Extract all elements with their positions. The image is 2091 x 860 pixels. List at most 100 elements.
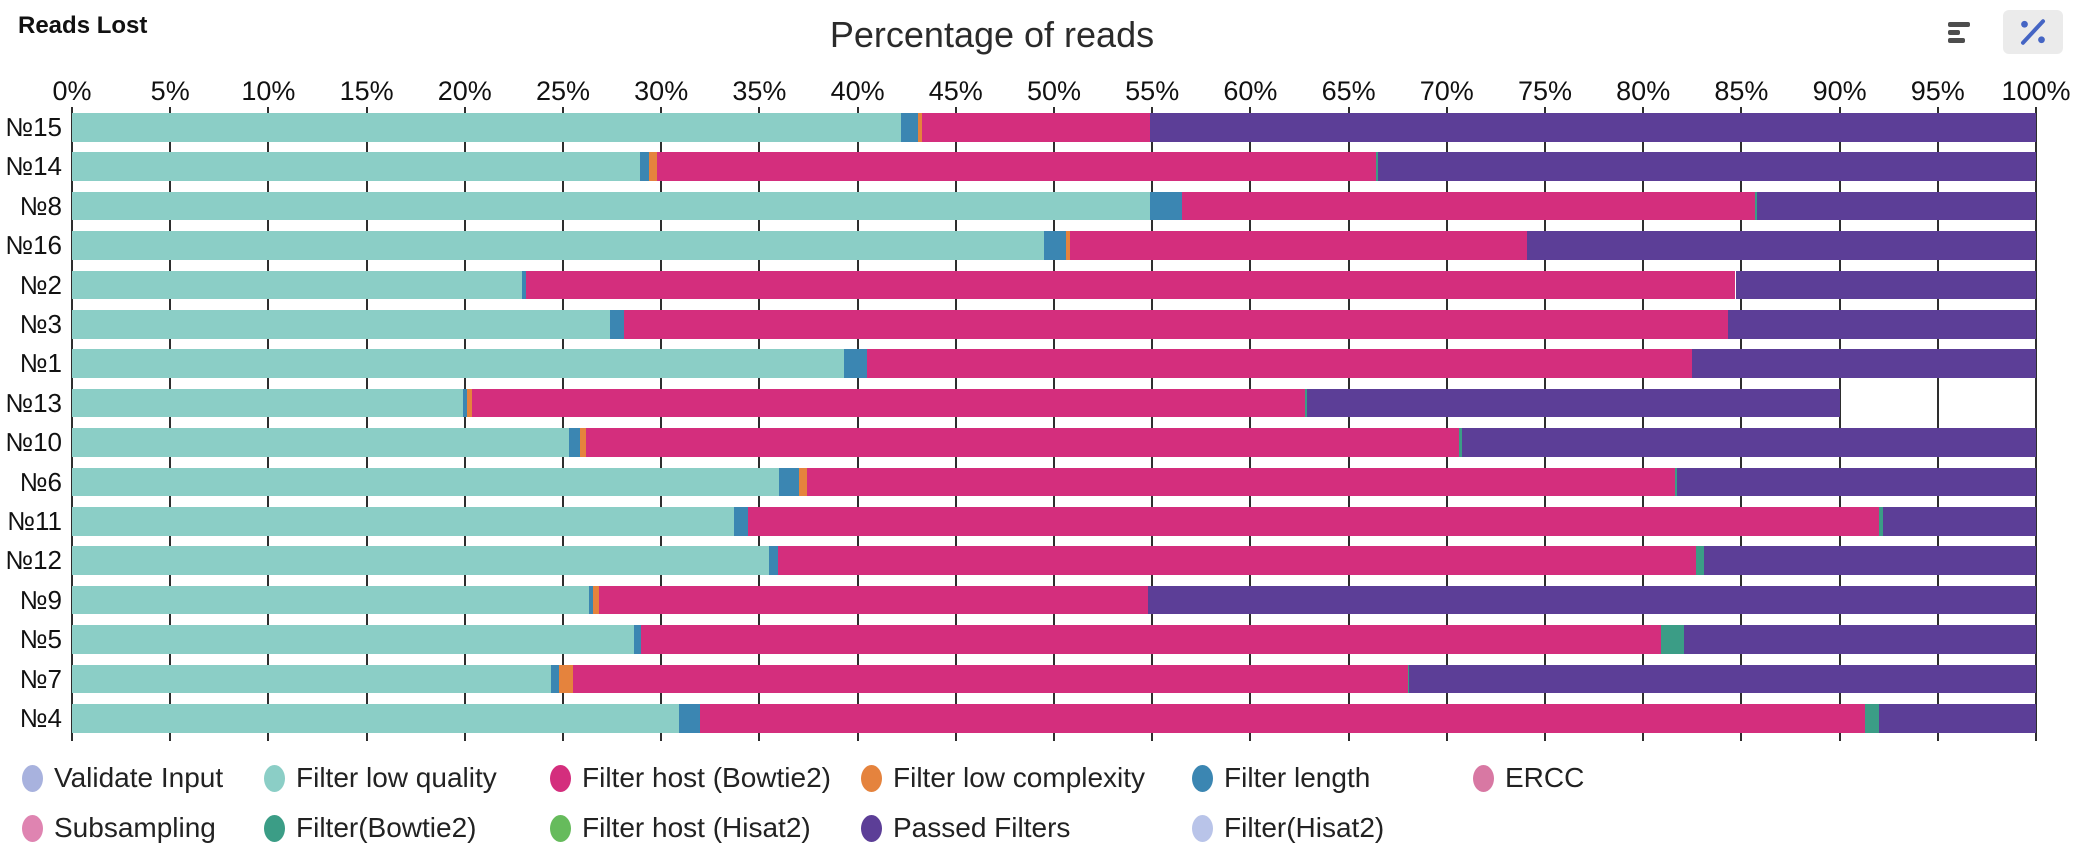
bar-segment[interactable] (72, 231, 1045, 260)
legend-item[interactable]: Validate Input (22, 760, 223, 796)
bar-segment[interactable] (639, 152, 650, 181)
percent-view-toggle-button[interactable] (2003, 10, 2063, 54)
bar-segment[interactable] (623, 310, 1728, 339)
bar-segment[interactable] (1458, 428, 1462, 457)
bar-segment[interactable] (471, 388, 1306, 418)
bar-segment[interactable] (521, 270, 526, 300)
bar-segment[interactable] (72, 310, 611, 339)
bar-segment[interactable] (1674, 467, 1677, 497)
bar-segment[interactable] (700, 704, 1866, 733)
bar-segment[interactable] (610, 310, 624, 339)
bar-segment[interactable] (1407, 664, 1410, 694)
bar-segment[interactable] (1878, 704, 2036, 733)
bar-segment[interactable] (1044, 231, 1066, 260)
bar-segment[interactable] (1755, 191, 1758, 221)
bar-segment[interactable] (640, 625, 1661, 654)
bar-segment[interactable] (72, 664, 552, 694)
legend-item[interactable]: Filter host (Hisat2) (550, 810, 811, 846)
bar-segment[interactable] (779, 467, 799, 497)
bar-segment[interactable] (867, 349, 1693, 378)
legend-item[interactable]: ERCC (1473, 760, 1584, 796)
axis-gridline (1740, 107, 1743, 741)
bar-segment[interactable] (1878, 507, 1883, 536)
bar-segment[interactable] (922, 113, 1151, 142)
bar-segment[interactable] (798, 467, 807, 497)
bar-segment[interactable] (1461, 428, 2036, 457)
bar-segment[interactable] (633, 625, 641, 654)
bar-segment[interactable] (585, 428, 1459, 457)
bar-segment[interactable] (72, 152, 640, 181)
legend-label: Filter host (Hisat2) (582, 812, 811, 843)
bar-segment[interactable] (900, 113, 919, 142)
bar-segment[interactable] (72, 467, 780, 497)
legend-item[interactable]: Subsampling (22, 810, 216, 846)
bar-segment[interactable] (559, 664, 573, 694)
bar-segment[interactable] (72, 625, 634, 654)
bar-segment[interactable] (649, 152, 658, 181)
bar-segment[interactable] (599, 585, 1149, 615)
bar-segment[interactable] (72, 113, 901, 142)
bar-segment[interactable] (1757, 191, 2036, 221)
bar-segment[interactable] (72, 388, 463, 418)
bar-segment[interactable] (918, 113, 923, 142)
legend-item[interactable]: Filter length (1192, 760, 1370, 796)
bar-segment[interactable] (1409, 664, 2036, 694)
bar-segment[interactable] (1735, 270, 2036, 300)
bar-segment[interactable] (1307, 388, 1840, 418)
legend-item[interactable]: Filter low complexity (861, 760, 1145, 796)
legend-item[interactable]: Passed Filters (861, 810, 1070, 846)
bar-segment[interactable] (588, 585, 594, 615)
bar-segment[interactable] (72, 546, 770, 575)
bar-segment[interactable] (593, 585, 600, 615)
bar-segment[interactable] (72, 585, 589, 615)
bar-segment[interactable] (568, 428, 580, 457)
bar-segment[interactable] (843, 349, 868, 378)
legend-dot-icon (22, 814, 43, 842)
bar-segment[interactable] (1065, 231, 1070, 260)
count-view-toggle-button[interactable] (1929, 10, 1989, 54)
bar-segment[interactable] (579, 428, 586, 457)
bar-segment[interactable] (1527, 231, 2036, 260)
bar-segment[interactable] (72, 704, 679, 733)
bar-segment[interactable] (806, 467, 1675, 497)
bar-segment[interactable] (72, 428, 569, 457)
bar-segment[interactable] (72, 270, 522, 300)
bar-segment[interactable] (1684, 625, 2036, 654)
axis-tick-label: 100% (2001, 76, 2071, 106)
bar-segment[interactable] (678, 704, 701, 733)
bar-segment[interactable] (1069, 231, 1528, 260)
bar-segment[interactable] (1181, 191, 1756, 221)
bar-segment[interactable] (1660, 625, 1685, 654)
row-label: №12 (5, 545, 62, 576)
bar-segment[interactable] (733, 507, 748, 536)
bar-segment[interactable] (462, 388, 467, 418)
bar-segment[interactable] (1727, 310, 2036, 339)
bar-segment[interactable] (1692, 349, 2036, 378)
bar-segment[interactable] (1696, 546, 1705, 575)
bar-segment[interactable] (1305, 388, 1308, 418)
bar-segment[interactable] (1376, 152, 1379, 181)
bar-segment[interactable] (769, 546, 779, 575)
bar-segment[interactable] (1150, 113, 2036, 142)
bar-segment[interactable] (1150, 191, 1182, 221)
bar-segment[interactable] (778, 546, 1697, 575)
bar-segment[interactable] (1865, 704, 1879, 733)
bar-segment[interactable] (1148, 585, 2036, 615)
bar-segment[interactable] (72, 191, 1151, 221)
bar-segment[interactable] (72, 349, 844, 378)
bar-segment[interactable] (657, 152, 1377, 181)
bar-segment[interactable] (572, 664, 1408, 694)
bar-segment[interactable] (72, 507, 734, 536)
bar-segment[interactable] (525, 270, 1736, 300)
bar-segment[interactable] (466, 388, 472, 418)
bar-segment[interactable] (1676, 467, 2036, 497)
bar-segment[interactable] (1704, 546, 2036, 575)
bar-segment[interactable] (551, 664, 560, 694)
bar-segment[interactable] (747, 507, 1879, 536)
legend-item[interactable]: Filter low quality (264, 760, 497, 796)
legend-item[interactable]: Filter host (Bowtie2) (550, 760, 831, 796)
bar-segment[interactable] (1378, 152, 2036, 181)
legend-item[interactable]: Filter(Hisat2) (1192, 810, 1384, 846)
legend-item[interactable]: Filter(Bowtie2) (264, 810, 476, 846)
bar-segment[interactable] (1882, 507, 2036, 536)
